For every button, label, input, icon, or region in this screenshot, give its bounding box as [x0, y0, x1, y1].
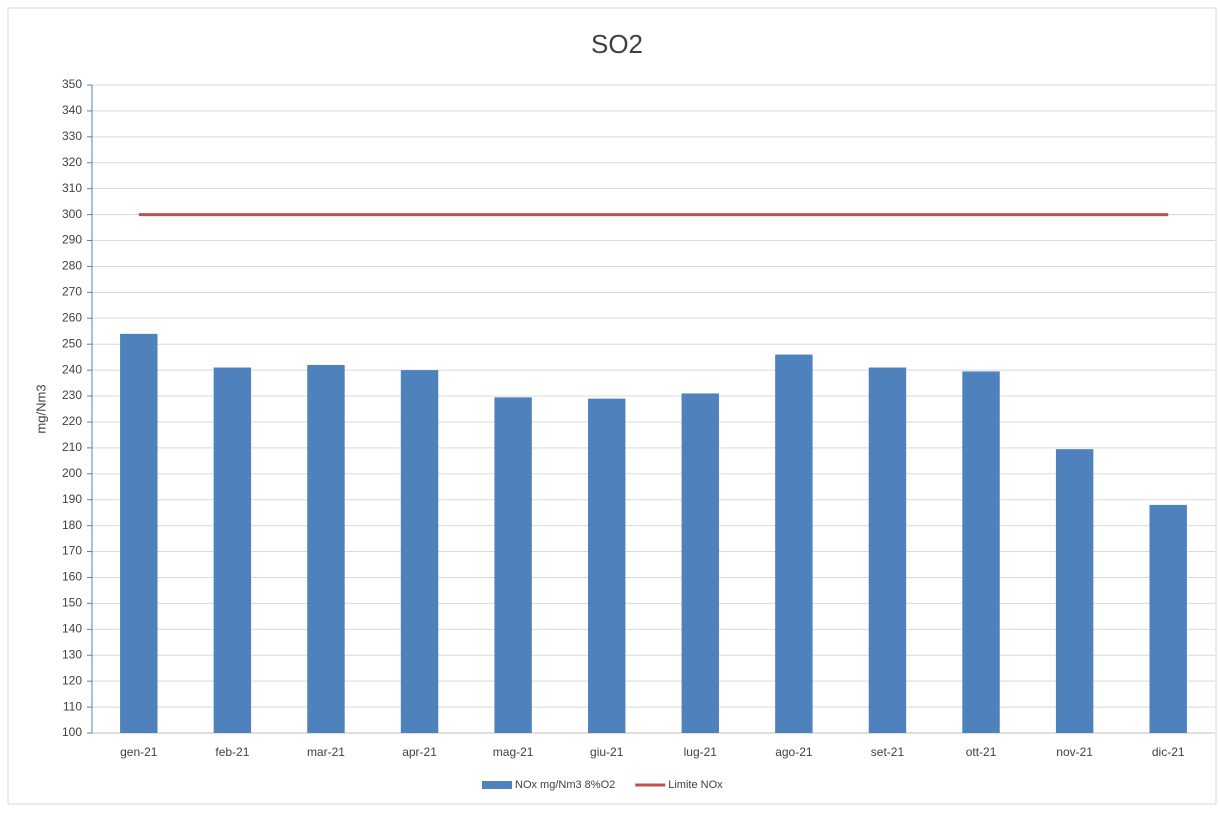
legend-swatch — [482, 781, 512, 789]
bar — [962, 371, 1000, 733]
chart-title: SO2 — [591, 29, 643, 59]
bar — [307, 364, 345, 733]
y-tick-label: 240 — [62, 362, 82, 376]
y-tick-label: 270 — [62, 285, 82, 299]
x-tick-label: gen-21 — [120, 745, 158, 759]
x-tick-label: set-21 — [871, 745, 905, 759]
y-tick-label: 350 — [62, 77, 82, 91]
y-tick-label: 170 — [62, 544, 82, 558]
x-tick-label: ott-21 — [966, 745, 997, 759]
x-tick-label: mar-21 — [307, 745, 345, 759]
y-tick-label: 200 — [62, 466, 82, 480]
y-tick-label: 160 — [62, 570, 82, 584]
bar — [1055, 449, 1094, 733]
y-tick-label: 140 — [62, 621, 82, 635]
bar — [120, 333, 158, 733]
x-tick-label: feb-21 — [215, 745, 249, 759]
x-tick-label: lug-21 — [684, 745, 718, 759]
bar — [400, 370, 439, 733]
bar — [213, 367, 252, 733]
y-tick-label: 300 — [62, 207, 82, 221]
legend-label: NOx mg/Nm3 8%O2 — [515, 779, 615, 791]
y-tick-label: 280 — [62, 259, 82, 273]
x-tick-label: nov-21 — [1056, 745, 1093, 759]
y-tick-label: 100 — [62, 725, 82, 739]
y-tick-label: 120 — [62, 673, 82, 687]
bar — [775, 354, 813, 733]
y-tick-label: 210 — [62, 440, 82, 454]
y-tick-label: 130 — [62, 647, 82, 661]
y-tick-label: 330 — [62, 129, 82, 143]
y-tick-label: 180 — [62, 518, 82, 532]
y-tick-label: 250 — [62, 336, 82, 350]
y-tick-label: 260 — [62, 310, 82, 324]
y-tick-label: 340 — [62, 103, 82, 117]
bar — [681, 393, 720, 733]
x-tick-label: giu-21 — [590, 745, 624, 759]
x-tick-label: dic-21 — [1152, 745, 1185, 759]
y-tick-label: 110 — [63, 699, 82, 713]
y-tick-label: 310 — [62, 181, 82, 195]
x-tick-label: apr-21 — [402, 745, 437, 759]
y-tick-label: 220 — [62, 414, 82, 428]
bar — [1149, 504, 1187, 733]
y-tick-label: 150 — [62, 596, 82, 610]
x-tick-label: mag-21 — [493, 745, 534, 759]
y-tick-label: 190 — [62, 492, 82, 506]
bar — [494, 397, 532, 733]
y-tick-label: 320 — [62, 155, 82, 169]
y-tick-label: 230 — [62, 388, 82, 402]
y-axis-label: mg/Nm3 — [33, 384, 48, 433]
bar — [587, 398, 626, 733]
bar — [868, 367, 907, 733]
x-tick-label: ago-21 — [775, 745, 813, 759]
legend-label: Limite NOx — [668, 779, 723, 791]
y-tick-label: 290 — [62, 233, 82, 247]
